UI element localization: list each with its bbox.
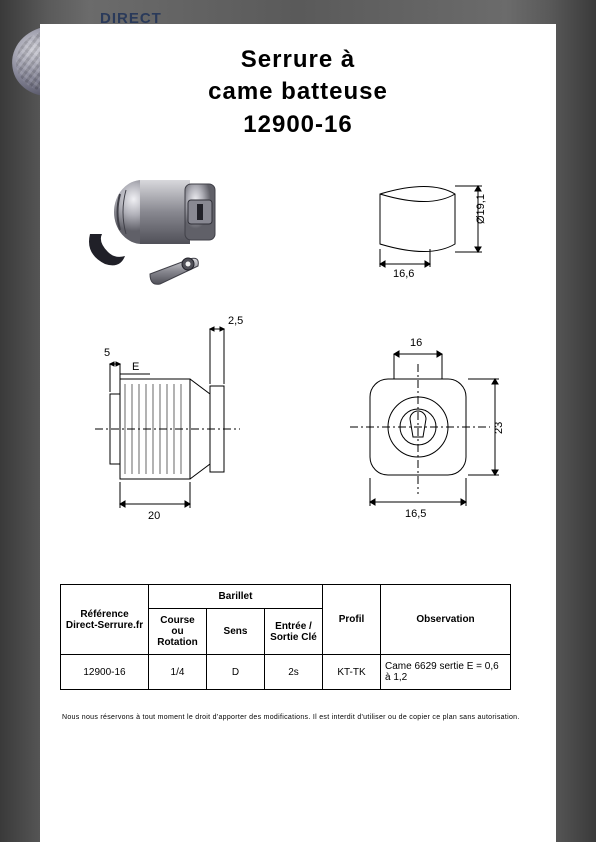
disclaimer-text: Nous nous réservons à tout moment le dro… <box>62 714 534 721</box>
dim-top-width: 16,6 <box>393 268 414 280</box>
footer-line-2: - Tél 03 86 24 47 69 - Fax 03 86 27 21 9… <box>0 802 596 820</box>
title-line-2: came batteuse <box>40 76 556 108</box>
th-entree: Entrée / Sortie Clé <box>265 609 323 655</box>
table-row: 12900-16 1/4 D 2s KT-TK Came 6629 sertie… <box>61 655 511 690</box>
th-sens: Sens <box>207 609 265 655</box>
dim-side-offset: 5 <box>104 347 110 359</box>
title-line-1: Serrure à <box>40 44 556 76</box>
td-reference: 12900-16 <box>61 655 149 690</box>
td-observation: Came 6629 sertie E = 0,6 à 1,2 <box>381 655 511 690</box>
td-course: 1/4 <box>149 655 207 690</box>
product-title: Serrure à came batteuse 12900-16 <box>40 44 556 141</box>
td-sens: D <box>207 655 265 690</box>
th-observation: Observation <box>381 585 511 655</box>
th-course: Course ou Rotation <box>149 609 207 655</box>
title-line-3: 12900-16 <box>40 109 556 141</box>
th-barillet: Barillet <box>149 585 323 609</box>
dim-front-height: 23 <box>493 422 505 434</box>
dim-side-body: 20 <box>148 510 160 522</box>
dim-front-top: 16 <box>410 337 422 349</box>
dim-top-diameter: Ø19,1 <box>475 194 487 224</box>
dim-front-bottom: 16,5 <box>405 508 426 520</box>
dim-side-e: E <box>132 361 139 373</box>
spec-table: Référence Direct-Serrure.fr Barillet Pro… <box>60 584 511 690</box>
th-profil: Profil <box>323 585 381 655</box>
footer-line-1: DIRECT-SERRURE.fr Rue Hélène Boucher - B… <box>0 784 596 802</box>
technical-drawings: 16,6 Ø19,1 <box>50 154 550 574</box>
table-header-row-1: Référence Direct-Serrure.fr Barillet Pro… <box>61 585 511 609</box>
footer: DIRECT-SERRURE.fr Rue Hélène Boucher - B… <box>0 784 596 820</box>
dim-side-thickness: 2,5 <box>228 315 243 327</box>
td-profil: KT-TK <box>323 655 381 690</box>
td-entree: 2s <box>265 655 323 690</box>
th-reference: Référence Direct-Serrure.fr <box>61 585 149 655</box>
document-page: Serrure à came batteuse 12900-16 <box>40 24 556 842</box>
